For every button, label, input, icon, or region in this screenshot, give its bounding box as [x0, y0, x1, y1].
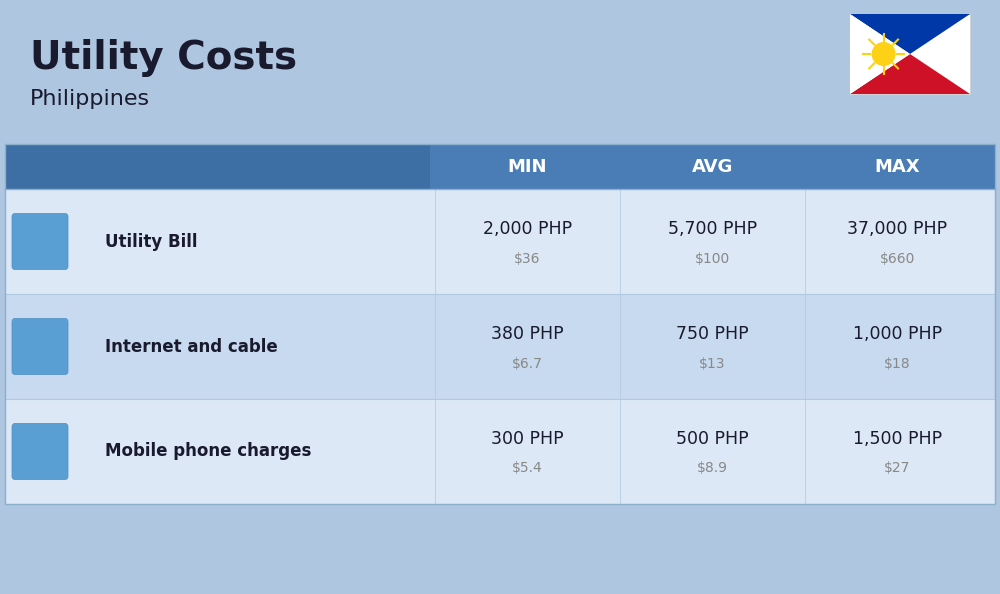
FancyBboxPatch shape — [90, 144, 430, 189]
FancyBboxPatch shape — [5, 294, 995, 399]
Text: 380 PHP: 380 PHP — [491, 324, 564, 343]
Text: 1,500 PHP: 1,500 PHP — [853, 429, 942, 447]
Text: $36: $36 — [514, 251, 541, 266]
Text: MAX: MAX — [875, 157, 920, 175]
Text: 1,000 PHP: 1,000 PHP — [853, 324, 942, 343]
Text: $5.4: $5.4 — [512, 462, 543, 476]
Text: AVG: AVG — [692, 157, 733, 175]
FancyBboxPatch shape — [850, 14, 970, 94]
Text: 500 PHP: 500 PHP — [676, 429, 749, 447]
Text: $660: $660 — [880, 251, 915, 266]
Text: Philippines: Philippines — [30, 89, 150, 109]
Polygon shape — [850, 54, 970, 94]
Text: 37,000 PHP: 37,000 PHP — [847, 220, 948, 238]
Text: MIN: MIN — [508, 157, 547, 175]
Text: $27: $27 — [884, 462, 911, 476]
Text: $100: $100 — [695, 251, 730, 266]
Text: 300 PHP: 300 PHP — [491, 429, 564, 447]
Polygon shape — [850, 14, 910, 94]
FancyBboxPatch shape — [5, 144, 90, 189]
Text: 750 PHP: 750 PHP — [676, 324, 749, 343]
FancyBboxPatch shape — [12, 213, 68, 270]
Text: Utility Bill: Utility Bill — [105, 232, 198, 251]
Text: 5,700 PHP: 5,700 PHP — [668, 220, 757, 238]
Text: $6.7: $6.7 — [512, 356, 543, 371]
FancyBboxPatch shape — [5, 399, 995, 504]
Polygon shape — [850, 14, 970, 54]
FancyBboxPatch shape — [5, 144, 995, 189]
FancyBboxPatch shape — [12, 318, 68, 374]
Text: $8.9: $8.9 — [697, 462, 728, 476]
Circle shape — [872, 42, 896, 66]
FancyBboxPatch shape — [12, 424, 68, 479]
FancyBboxPatch shape — [5, 189, 995, 294]
Text: 2,000 PHP: 2,000 PHP — [483, 220, 572, 238]
Text: Utility Costs: Utility Costs — [30, 39, 297, 77]
Text: Mobile phone charges: Mobile phone charges — [105, 443, 311, 460]
Text: Internet and cable: Internet and cable — [105, 337, 278, 355]
Text: $13: $13 — [699, 356, 726, 371]
Text: $18: $18 — [884, 356, 911, 371]
